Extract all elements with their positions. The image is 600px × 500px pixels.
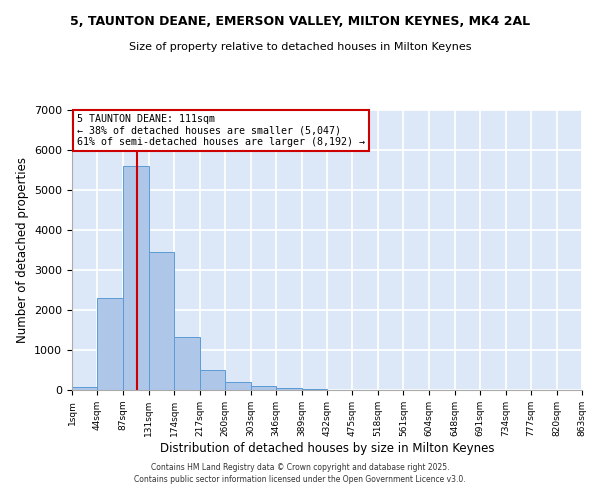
Text: Size of property relative to detached houses in Milton Keynes: Size of property relative to detached ho… [129, 42, 471, 52]
Text: 5 TAUNTON DEANE: 111sqm
← 38% of detached houses are smaller (5,047)
61% of semi: 5 TAUNTON DEANE: 111sqm ← 38% of detache… [77, 114, 365, 148]
Text: 5, TAUNTON DEANE, EMERSON VALLEY, MILTON KEYNES, MK4 2AL: 5, TAUNTON DEANE, EMERSON VALLEY, MILTON… [70, 15, 530, 28]
Bar [276, 388, 302, 390]
Bar [225, 382, 251, 390]
Bar [200, 370, 225, 390]
Text: Contains public sector information licensed under the Open Government Licence v3: Contains public sector information licen… [134, 475, 466, 484]
X-axis label: Distribution of detached houses by size in Milton Keynes: Distribution of detached houses by size … [160, 442, 494, 454]
Bar [123, 166, 149, 390]
Bar [251, 386, 276, 390]
Bar [97, 298, 123, 390]
Bar [72, 387, 97, 390]
Y-axis label: Number of detached properties: Number of detached properties [16, 157, 29, 343]
Bar [175, 337, 200, 390]
Bar [302, 389, 327, 390]
Text: Contains HM Land Registry data © Crown copyright and database right 2025.: Contains HM Land Registry data © Crown c… [151, 464, 449, 472]
Bar [149, 252, 175, 390]
